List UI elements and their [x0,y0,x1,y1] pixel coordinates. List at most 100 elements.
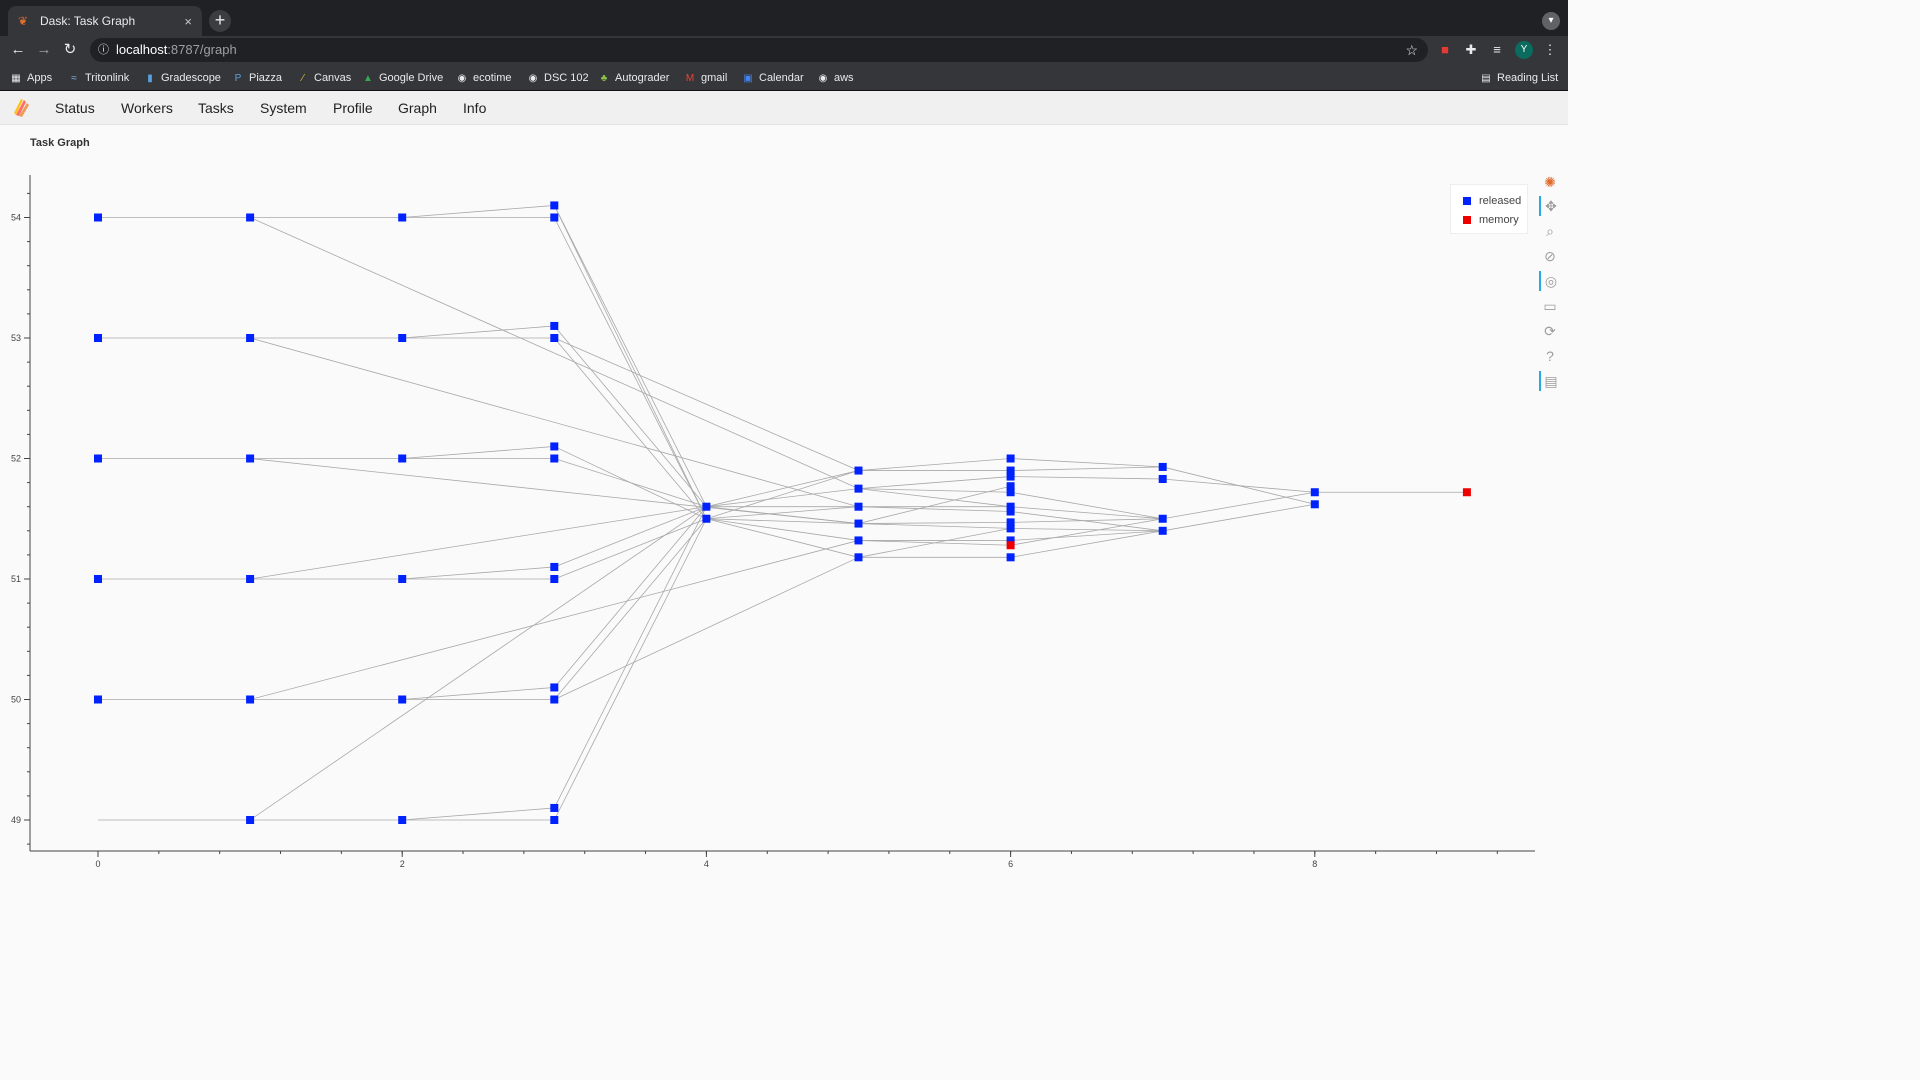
bookmark-label: DSC 102 [544,72,589,84]
dask-logo-icon[interactable] [12,97,32,119]
graph-node [550,201,559,210]
graph-node [550,213,559,222]
graph-edge [402,687,555,700]
graph-node [550,334,559,342]
graph-node [550,695,559,704]
nav-workers[interactable]: Workers [121,100,173,116]
tab-search-icon[interactable]: ▾ [1542,12,1560,30]
graph-edge [1010,511,1163,532]
legend-item-released[interactable]: released [1463,194,1521,208]
bookmark-calendar[interactable]: ▣ Calendar [742,70,803,86]
tap-tool-icon[interactable]: ◎ [1539,271,1561,291]
graph-node [1006,536,1015,545]
pan-tool-icon[interactable]: ✥ [1539,196,1561,216]
bookmark-google-drive[interactable]: ▲ Google Drive [362,70,443,86]
dask-navbar: Status Workers Tasks System Profile Grap… [0,91,1568,125]
graph-edge [858,485,1011,524]
nav-system[interactable]: System [260,100,307,116]
nav-profile[interactable]: Profile [333,100,373,116]
bookmark-label: ecotime [473,72,512,84]
wheel-zoom-tool-icon[interactable]: ⊘ [1544,248,1556,264]
new-tab-button[interactable]: + [209,10,231,32]
nav-info[interactable]: Info [463,100,487,116]
task-graph-plot[interactable]: 0 2 4 6 8 49 50 51 52 53 54 [0,170,1535,882]
hover-tool-icon[interactable]: ▤ [1539,371,1561,391]
graph-edge [554,458,707,508]
graph-node [398,816,407,824]
bookmark-apps[interactable]: ▦ Apps [10,70,52,86]
browser-toolbar: ← → ↻ ⓘ localhost:8787/graph ☆ ■ ✚ ≡ Y ⋮ [0,36,1568,64]
bookmark-label: Apps [27,72,53,84]
profile-avatar[interactable]: Y [1515,41,1533,59]
graph-edge [858,476,1011,490]
address-bar[interactable]: ⓘ localhost:8787/graph ☆ [90,38,1428,62]
reload-icon[interactable]: ↻ [63,41,77,58]
graph-edge [1010,458,1163,468]
bokeh-logo-icon[interactable]: ✺ [1544,174,1556,190]
tab-close-icon[interactable]: × [184,13,192,29]
bookmark-piazza[interactable]: P Piazza [232,70,282,86]
graph-edge [706,470,859,508]
bookmark-label: Autograder [615,72,670,84]
bookmark-dsc102[interactable]: ◉ DSC 102 [527,70,589,86]
bookmark-canvas[interactable]: ⁄ Canvas [297,70,351,86]
graph-node [1462,488,1471,497]
graph-node [550,803,559,812]
graph-edge [1162,503,1315,532]
reading-list-label: Reading List [1497,72,1559,84]
graph-edge [402,446,555,459]
save-tool-icon[interactable]: ▭ [1543,298,1557,314]
bookmark-ecotime[interactable]: ◉ ecotime [456,70,512,86]
legend-swatch-memory [1463,216,1471,225]
graph-edge [706,470,859,520]
globe-icon: ◉ [528,73,538,84]
graph-edge [706,488,859,508]
browser-tab[interactable]: ❦ Dask: Task Graph × [8,6,202,36]
nav-status[interactable]: Status [55,100,95,116]
media-queue-icon[interactable]: ≡ [1493,42,1501,57]
site-info-icon[interactable]: ⓘ [98,44,109,56]
graph-edge [1162,478,1315,493]
nav-tasks[interactable]: Tasks [198,100,234,116]
bookmark-tritonlink[interactable]: ≈ Tritonlink [68,70,129,86]
bookmark-aws[interactable]: ◉ aws [817,70,854,86]
bookmark-label: gmail [701,72,728,84]
extensions-puzzle-icon[interactable]: ✚ [1465,42,1477,57]
graph-edge [402,205,555,218]
graph-node [398,213,407,222]
graph-node [854,466,863,475]
reset-tool-icon[interactable]: ⟳ [1544,323,1556,339]
bookmark-autograder[interactable]: ♣ Autograder [598,70,670,86]
graph-nodes [94,201,1471,824]
url-path: :8787/graph [167,42,237,57]
graph-node [1006,502,1015,511]
graph-edge [553,205,707,519]
chrome-menu-icon[interactable]: ⋮ [1543,42,1557,57]
extension-red-icon[interactable]: ■ [1441,42,1449,57]
bookmark-label: Canvas [314,72,352,84]
legend-item-memory[interactable]: memory [1463,213,1519,227]
x-tick-label: 8 [1312,859,1317,869]
reading-list-button[interactable]: ▤ Reading List [1480,70,1558,86]
graph-edge [249,217,859,489]
graph-node [246,575,255,583]
bookmark-label: aws [834,72,854,84]
graph-node [550,816,559,824]
box-zoom-tool-icon[interactable]: ⌕ [1546,223,1554,239]
back-icon[interactable]: ← [10,41,26,58]
graph-edge [706,506,859,524]
plot-title: Task Graph [30,137,90,149]
forward-icon[interactable]: → [36,41,52,58]
graph-node [854,536,863,545]
bookmark-star-icon[interactable]: ☆ [1405,42,1418,58]
bookmark-gradescope[interactable]: ▮ Gradescope [144,70,221,86]
help-tool-icon[interactable]: ? [1546,348,1554,364]
graph-node [94,454,102,463]
graph-node [1158,474,1167,483]
graph-edge [706,518,859,541]
nav-graph[interactable]: Graph [398,100,437,116]
graph-edge [553,506,707,688]
graph-node [94,213,102,222]
gradescope-icon: ▮ [147,73,153,84]
